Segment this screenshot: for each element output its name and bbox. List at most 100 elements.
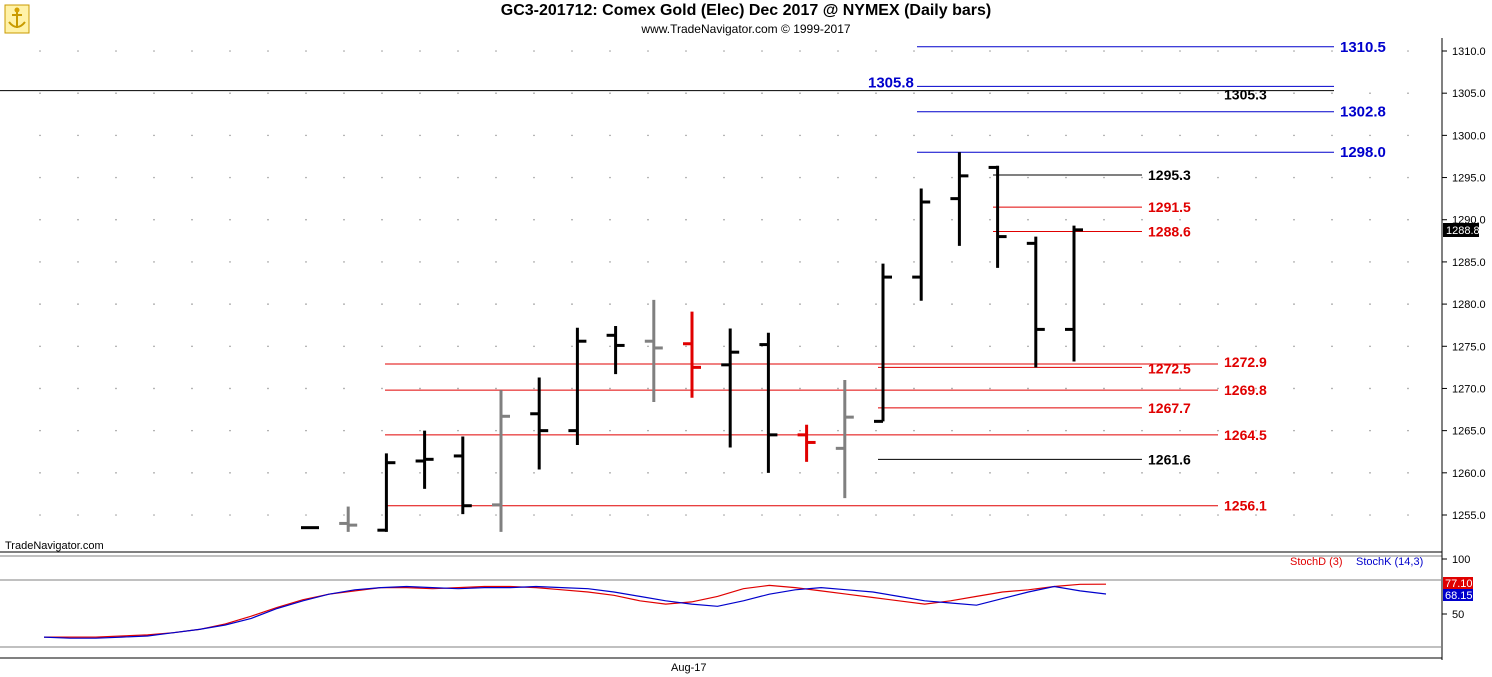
- grid-dot: [989, 261, 991, 263]
- grid-dot: [533, 92, 535, 94]
- grid-dot: [1217, 514, 1219, 516]
- grid-dot: [1179, 176, 1181, 179]
- grid-dot: [1103, 218, 1105, 221]
- grid-dot: [1103, 345, 1105, 348]
- grid-dot: [571, 176, 573, 179]
- grid-dot: [77, 472, 79, 474]
- ohlc-bar: [912, 188, 931, 301]
- grid-dot: [1217, 218, 1219, 221]
- grid-dot: [1141, 303, 1143, 305]
- grid-dot: [1255, 134, 1257, 137]
- grid-dot: [343, 429, 345, 432]
- grid-dot: [419, 176, 421, 179]
- grid-dot: [229, 429, 231, 432]
- grid-dot: [381, 514, 383, 516]
- grid-dot: [1293, 134, 1295, 137]
- grid-dot: [1369, 387, 1371, 390]
- level-label: 1305.8: [868, 74, 914, 91]
- grid-dot: [191, 50, 193, 52]
- grid-dot: [1331, 303, 1333, 305]
- last-price-label: 1288.8: [1446, 225, 1480, 237]
- grid-dot: [647, 387, 649, 390]
- grid-dot: [837, 176, 839, 179]
- grid-dot: [115, 134, 117, 137]
- grid-dot: [495, 176, 497, 179]
- grid-dot: [115, 176, 117, 179]
- grid-dot: [1027, 134, 1029, 137]
- grid-dot: [647, 134, 649, 137]
- ohlc-bar: [453, 436, 472, 515]
- grid-dot: [533, 303, 535, 305]
- grid-dot: [875, 176, 877, 179]
- grid-dot: [115, 429, 117, 432]
- grid-dot: [1217, 176, 1219, 179]
- grid-dot: [39, 345, 41, 348]
- grid-dot: [191, 134, 193, 137]
- grid-dot: [457, 176, 459, 179]
- grid-dot: [419, 472, 421, 474]
- grid-dot: [343, 261, 345, 263]
- grid-dot: [115, 472, 117, 474]
- grid-dot: [39, 218, 41, 221]
- y-tick-label: 1260.0: [1452, 468, 1486, 480]
- grid-dot: [913, 176, 915, 179]
- grid-dot: [799, 345, 801, 348]
- grid-dot: [305, 387, 307, 390]
- grid-dot: [1065, 176, 1067, 179]
- grid-dot: [913, 472, 915, 474]
- grid-dot: [229, 303, 231, 305]
- grid-dot: [1331, 514, 1333, 516]
- grid-dot: [761, 261, 763, 263]
- grid-dot: [191, 387, 193, 390]
- level-label: 1298.0: [1340, 144, 1386, 161]
- grid-dot: [381, 387, 383, 390]
- grid-dot: [1141, 345, 1143, 348]
- grid-dot: [647, 514, 649, 516]
- chart-header: GC3-201712: Comex Gold (Elec) Dec 2017 @…: [0, 0, 1492, 38]
- grid-dot: [191, 429, 193, 432]
- grid-dot: [533, 176, 535, 179]
- ohlc-bar: [721, 328, 740, 448]
- grid-dot: [685, 134, 687, 137]
- grid-dot: [571, 387, 573, 390]
- grid-dot: [77, 345, 79, 348]
- grid-dot: [343, 134, 345, 137]
- grid-dot: [229, 514, 231, 516]
- ohlc-bar: [874, 263, 892, 423]
- grid-dot: [153, 92, 155, 94]
- grid-dot: [1407, 92, 1409, 94]
- grid-dot: [685, 345, 687, 348]
- grid-dot: [77, 50, 79, 52]
- grid-dot: [609, 472, 611, 474]
- grid-dot: [115, 303, 117, 305]
- grid-dot: [115, 218, 117, 221]
- grid-dot: [267, 303, 269, 305]
- grid-dot: [419, 261, 421, 263]
- grid-dot: [609, 345, 611, 348]
- grid-dot: [875, 261, 877, 263]
- grid-dot: [115, 514, 117, 516]
- ohlc-bar: [1026, 236, 1045, 368]
- grid-dot: [761, 176, 763, 179]
- grid-dot: [989, 134, 991, 137]
- grid-dot: [77, 429, 79, 432]
- grid-dot: [305, 134, 307, 137]
- grid-dot: [115, 345, 117, 348]
- grid-dot: [723, 429, 725, 432]
- stochk-value-label: 68.15: [1445, 590, 1473, 602]
- grid-dot: [1217, 472, 1219, 474]
- grid-dot: [1255, 92, 1257, 94]
- grid-dot: [1103, 50, 1105, 52]
- grid-dot: [1179, 429, 1181, 432]
- grid-dot: [647, 218, 649, 221]
- ohlc-bar: [683, 311, 701, 398]
- grid-dot: [571, 514, 573, 516]
- grid-dot: [381, 303, 383, 305]
- grid-dot: [1255, 429, 1257, 432]
- grid-dot: [761, 92, 763, 94]
- y-tick-label: 1280.0: [1452, 299, 1486, 311]
- grid-dot: [495, 92, 497, 94]
- grid-dot: [913, 261, 915, 263]
- level-label: 1310.5: [1340, 39, 1386, 56]
- grid-dot: [837, 429, 839, 432]
